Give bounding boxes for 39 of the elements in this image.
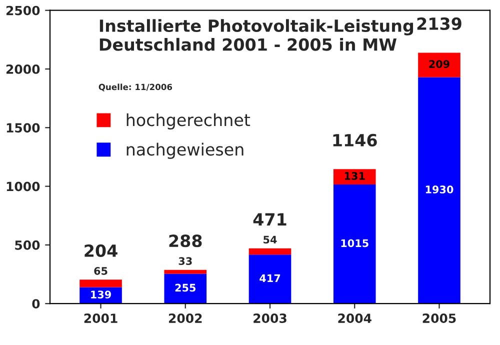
bar xyxy=(333,184,376,304)
total-label: 204 xyxy=(84,244,118,257)
data-label: 1930 xyxy=(426,186,454,194)
total-label: 1146 xyxy=(333,134,377,146)
y-tick-label: 1000 xyxy=(6,182,40,192)
bar xyxy=(248,254,292,304)
data-label: 209 xyxy=(429,60,450,68)
bar xyxy=(418,77,460,304)
y-tick-label: 0 xyxy=(32,299,40,309)
bar xyxy=(248,248,292,255)
bar xyxy=(418,52,460,78)
total-label: 471 xyxy=(253,213,286,226)
bar xyxy=(80,280,122,288)
data-label: 65 xyxy=(94,267,108,275)
x-tick-label: 2004 xyxy=(338,314,372,323)
data-label: 417 xyxy=(260,274,280,282)
bar xyxy=(164,274,207,304)
data-label: 131 xyxy=(344,172,365,180)
x-tick-label: 2003 xyxy=(254,314,286,323)
data-label: 1015 xyxy=(341,239,368,248)
data-label: 255 xyxy=(175,284,196,292)
y-tick-label: 2500 xyxy=(6,6,40,16)
data-label: 33 xyxy=(178,257,192,266)
y-tick-label: 500 xyxy=(15,240,40,250)
data-label: 139 xyxy=(91,290,111,298)
annotation: Quelle: 11/2006 xyxy=(98,84,172,92)
total-label: 2139 xyxy=(417,17,462,30)
bar xyxy=(333,169,376,185)
legend-label: nachgewiesen xyxy=(126,142,244,159)
bar xyxy=(164,270,207,274)
y-tick-label: 1500 xyxy=(6,123,40,133)
x-tick-label: 2001 xyxy=(84,314,118,323)
data-label: 54 xyxy=(264,236,277,244)
x-tick-label: 2002 xyxy=(168,314,202,323)
text: Installierte Photovoltaik-Leistung Deutschland 2001 - 2005 in MW xyxy=(100,19,414,51)
x-tick-label: 2005 xyxy=(422,314,456,323)
y-tick-label: 2000 xyxy=(6,64,40,74)
total-label: 288 xyxy=(169,234,202,248)
legend-label: hochgerechnet xyxy=(126,113,250,130)
